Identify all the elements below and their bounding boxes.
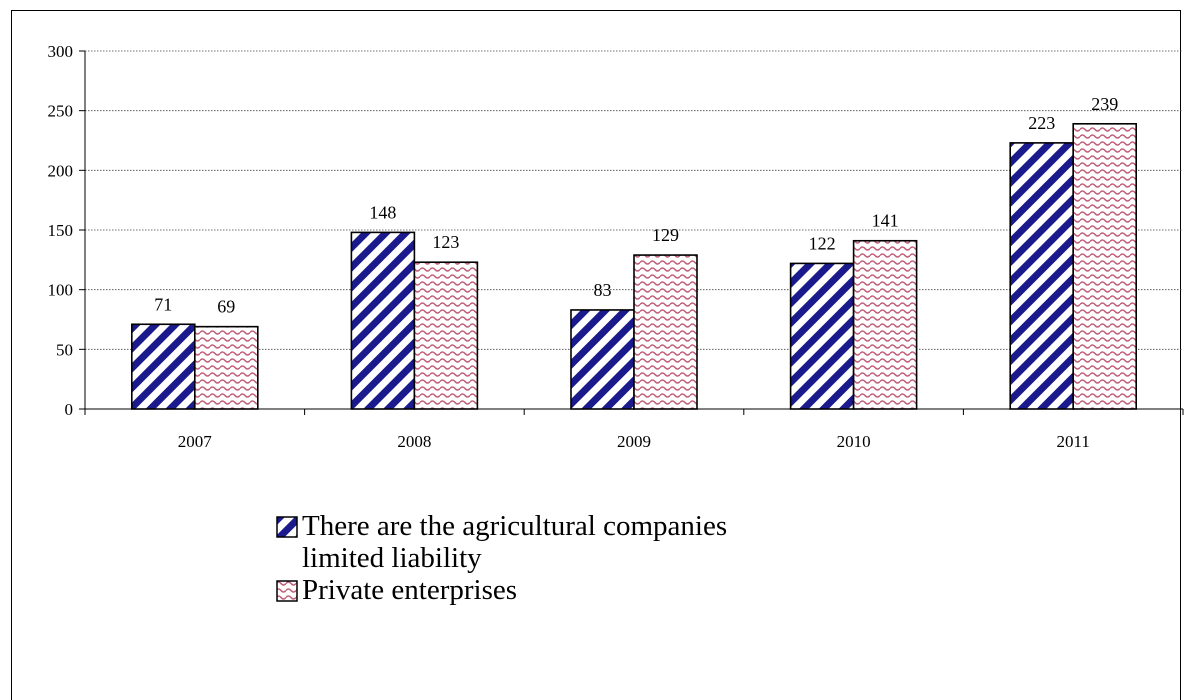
legend-swatch-series-2 — [276, 580, 298, 602]
y-tick-label-3: 150 — [48, 221, 74, 240]
bar-series-2-2011 — [1072, 122, 1137, 410]
bar-series-1-2010 — [789, 262, 855, 410]
legend-swatch-series-1 — [276, 516, 298, 538]
y-tick-label-0: 0 — [65, 400, 74, 419]
data-label-series-1-2011: 223 — [1028, 113, 1055, 133]
chart-frame — [11, 10, 1181, 700]
data-label-series-2-2011: 239 — [1091, 94, 1118, 114]
y-tick-label-6: 300 — [48, 42, 74, 61]
bar-series-2-2007 — [194, 325, 259, 410]
bar-series-2-2009 — [633, 254, 698, 410]
legend-label-series-1: There are the agricultural companies lim… — [302, 510, 728, 574]
bar-series-1-2011 — [1009, 142, 1075, 410]
x-tick-label-2007: 2007 — [178, 432, 213, 451]
bars — [131, 122, 1137, 410]
bar-series-1-2009 — [570, 309, 635, 410]
data-label-series-2-2008: 123 — [432, 232, 459, 252]
bar-series-1-2007 — [131, 323, 196, 410]
data-label-series-1-2009: 83 — [594, 280, 612, 300]
data-label-series-1-2007: 71 — [154, 294, 172, 314]
legend-item-series-1: There are the agricultural companies lim… — [276, 510, 816, 574]
y-tick-label-2: 100 — [48, 281, 74, 300]
x-tick-label-2011: 2011 — [1057, 432, 1090, 451]
legend-item-series-2: Private enterprises — [276, 574, 816, 606]
y-tick-label-1: 50 — [56, 340, 73, 359]
y-tick-label-5: 250 — [48, 102, 74, 121]
y-tick-label-4: 200 — [48, 161, 74, 180]
bar-series-2-2008 — [413, 261, 479, 410]
x-tick-label-2009: 2009 — [617, 432, 651, 451]
data-label-series-2-2009: 129 — [652, 225, 679, 245]
data-label-series-2-2007: 69 — [217, 297, 235, 317]
x-tick-label-2010: 2010 — [837, 432, 871, 451]
axes: 0 50 100 150 200 250 300 2007 2008 2009 2010 2011 — [48, 42, 1184, 451]
bar-series-1-2008 — [350, 231, 416, 410]
bar-series-2-2010 — [852, 239, 918, 410]
x-tick-label-2008: 2008 — [397, 432, 431, 451]
legend: There are the agricultural companies lim… — [276, 510, 816, 606]
data-label-series-2-2010: 141 — [872, 211, 899, 231]
data-label-series-1-2008: 148 — [369, 202, 396, 222]
data-labels: 71 69 148 123 83 129 122 141 223 239 — [154, 94, 1118, 317]
data-label-series-1-2010: 122 — [809, 233, 836, 253]
legend-label-series-2: Private enterprises — [302, 574, 518, 606]
